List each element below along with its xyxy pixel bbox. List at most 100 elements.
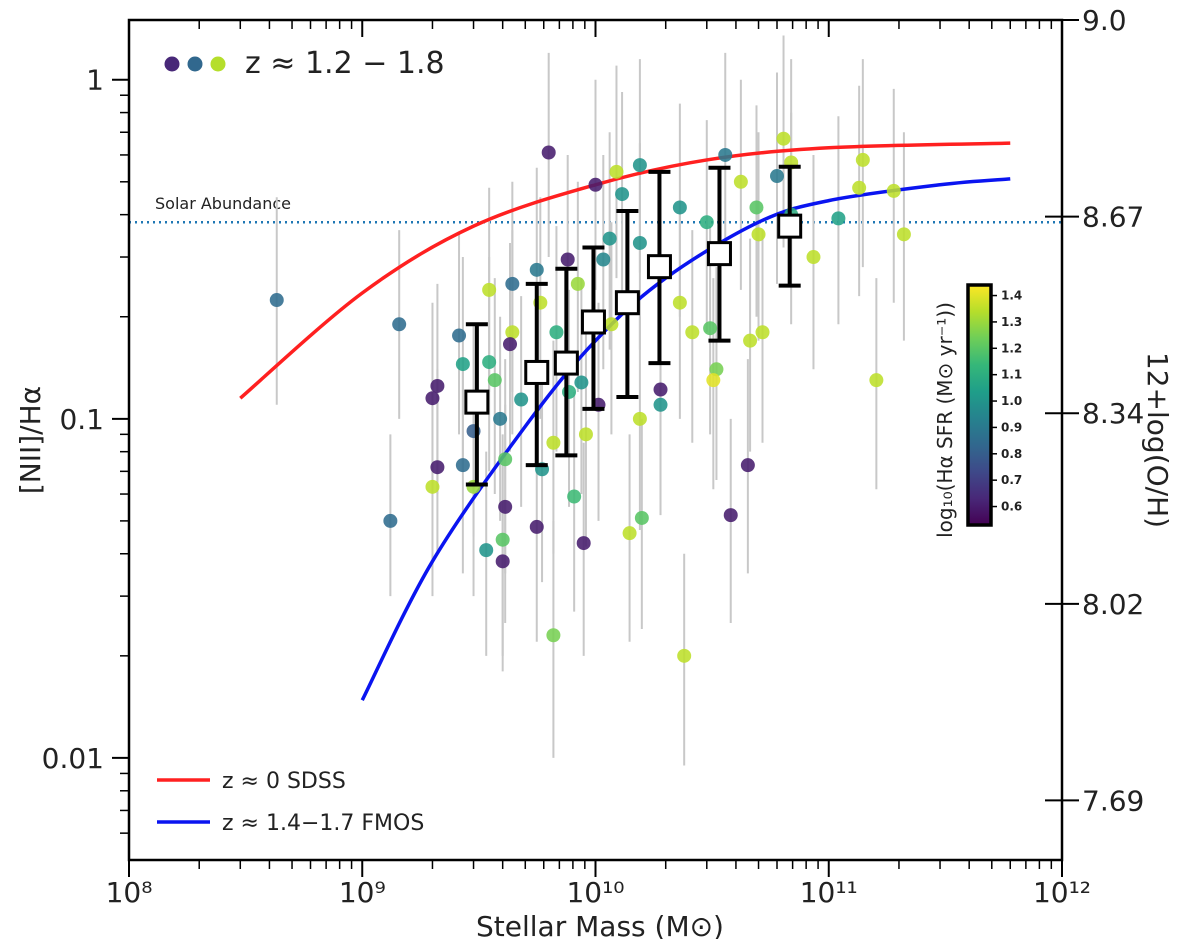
- point: [770, 169, 785, 184]
- point: [541, 145, 556, 160]
- point: [831, 211, 846, 226]
- point: [703, 321, 718, 336]
- bin-median: [580, 309, 606, 335]
- annotation-dot: [187, 56, 203, 72]
- point: [392, 317, 407, 332]
- point: [576, 536, 591, 551]
- point: [505, 276, 520, 291]
- point: [755, 325, 770, 340]
- y2-tick-label: 9.0: [1082, 4, 1127, 37]
- point: [706, 373, 721, 388]
- point: [677, 648, 692, 663]
- point: [806, 250, 821, 265]
- point: [495, 532, 510, 547]
- point: [503, 337, 518, 352]
- point: [609, 164, 624, 179]
- bin-median: [553, 350, 579, 376]
- point: [549, 325, 564, 340]
- point: [498, 452, 513, 467]
- point: [709, 362, 724, 377]
- annotation-dot: [210, 56, 226, 72]
- bin-median: [464, 389, 490, 415]
- point: [425, 391, 440, 406]
- point: [529, 519, 544, 534]
- colorbar-label: log₁₀(Hα SFR (M⊙ yr⁻¹)): [933, 302, 957, 538]
- point: [886, 183, 901, 198]
- colorbar-tick-label: 1.1: [1001, 368, 1022, 382]
- y-axis-label: [NII]/Hα: [14, 386, 47, 494]
- y2-tick-label: 8.34: [1082, 397, 1144, 430]
- point: [430, 460, 445, 475]
- colorbar: [966, 283, 993, 527]
- point: [505, 325, 520, 340]
- bin-median: [706, 241, 732, 267]
- legend-label: z ≈ 0 SDSS: [222, 769, 346, 794]
- colorbar-tick-label: 0.9: [1001, 420, 1022, 434]
- point: [430, 378, 445, 393]
- point: [425, 479, 440, 494]
- x-tick-label: 10¹²: [1033, 876, 1091, 909]
- point: [487, 373, 502, 388]
- point: [634, 510, 649, 525]
- colorbar-tick-label: 1.4: [1001, 289, 1022, 303]
- colorbar-tick-label: 0.6: [1001, 500, 1022, 514]
- point: [578, 427, 593, 442]
- point: [588, 177, 603, 192]
- point: [567, 489, 582, 504]
- point: [604, 317, 619, 332]
- point: [632, 411, 647, 426]
- y-tick-label: 0.1: [59, 403, 104, 436]
- y-tick-label: 0.01: [42, 742, 104, 775]
- colorbar-tick-label: 1.0: [1001, 394, 1022, 408]
- point: [615, 187, 630, 202]
- point: [749, 200, 764, 215]
- point: [699, 215, 714, 230]
- y2-tick-label: 7.69: [1082, 784, 1144, 817]
- point: [482, 355, 497, 370]
- y-tick-label: 1: [86, 64, 104, 97]
- point: [740, 458, 755, 473]
- colorbar-tick-label: 1.2: [1001, 341, 1022, 355]
- bin-median: [646, 254, 672, 280]
- point: [482, 282, 497, 297]
- point: [718, 147, 733, 162]
- point: [452, 328, 467, 343]
- x-axis-label: Stellar Mass (M⊙): [476, 910, 724, 939]
- point: [723, 508, 738, 523]
- point: [653, 382, 668, 397]
- point: [560, 252, 575, 267]
- point: [546, 628, 561, 643]
- point: [455, 357, 470, 372]
- y2-axis-label: 12+log(O/H): [1141, 352, 1174, 528]
- point: [546, 435, 561, 450]
- point: [493, 411, 508, 426]
- x-tick-label: 10¹⁰: [566, 876, 624, 909]
- point: [855, 152, 870, 167]
- point: [743, 333, 758, 348]
- point: [596, 252, 611, 267]
- y2-tick-label: 8.02: [1082, 588, 1144, 621]
- legend-label: z ≈ 1.4−1.7 FMOS: [222, 811, 424, 836]
- point: [574, 375, 589, 390]
- point: [751, 227, 766, 242]
- x-tick-label: 10¹¹: [800, 876, 858, 909]
- colorbar-tick-label: 0.8: [1001, 447, 1022, 461]
- annotation-dot: [164, 56, 180, 72]
- point: [632, 158, 647, 173]
- point: [570, 276, 585, 291]
- point: [776, 131, 791, 146]
- x-tick-label: 10⁹: [339, 876, 386, 909]
- bin-median: [777, 213, 803, 239]
- point: [685, 325, 700, 340]
- bin-median: [524, 359, 550, 385]
- point: [672, 295, 687, 310]
- annotation: z ≈ 1.2 − 1.8: [245, 46, 445, 81]
- y2-tick-label: 8.67: [1082, 201, 1144, 234]
- point: [733, 174, 748, 189]
- point: [498, 499, 513, 514]
- point: [869, 373, 884, 388]
- point: [562, 384, 577, 399]
- point: [529, 262, 544, 277]
- point: [269, 293, 284, 308]
